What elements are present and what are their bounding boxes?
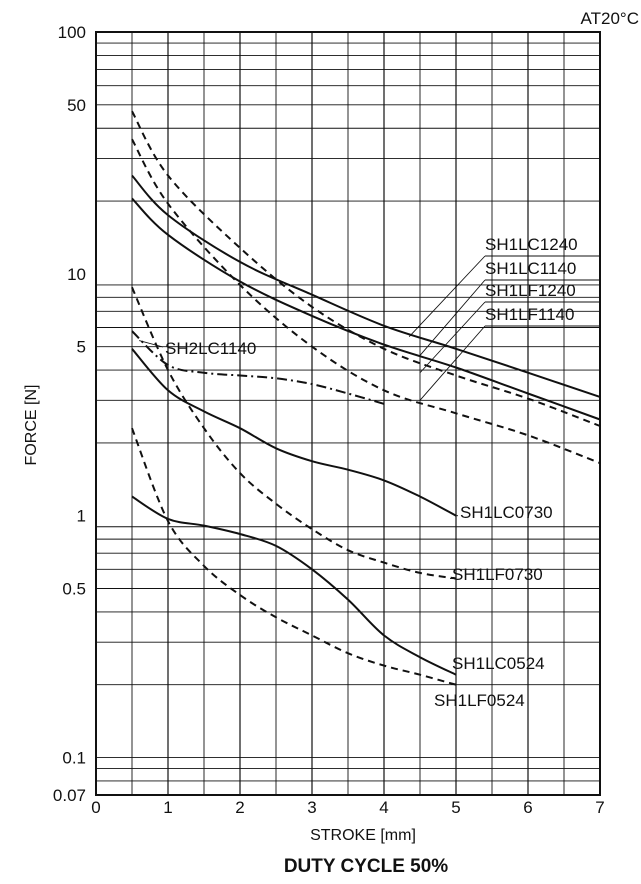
y-axis-title: FORCE [N]: [23, 385, 40, 466]
leader-line-sh1lc1240: [408, 255, 486, 337]
x-tick-label: 1: [163, 798, 172, 817]
leader-line-sh2lc1140: [139, 340, 164, 348]
series-label-sh1lc1140: SH1LC1140: [485, 259, 576, 278]
series-line-sh1lc0730: [131, 348, 457, 517]
tick-labels: 0 1 2 3 4 5 6 7 100 50 10 5 1 0.5 0.1 0.07: [53, 23, 605, 817]
series-line-sh1lc1240: [131, 174, 601, 398]
grid-lines: [96, 32, 600, 795]
y-tick-label: 0.07: [53, 786, 86, 805]
series-line-sh1lf1240: [131, 110, 601, 427]
y-tick-label: 0.5: [62, 579, 86, 598]
series-lines: [131, 110, 601, 686]
x-tick-label: 2: [235, 798, 244, 817]
label-leader-lines: [139, 255, 600, 579]
series-label-sh1lc0730: SH1LC0730: [460, 503, 553, 522]
series-label-sh1lf0524: SH1LF0524: [434, 691, 525, 710]
leader-line-sh1lf1240: [419, 301, 486, 374]
series-labels: SH1LC1240 SH1LC1140 SH1LF1240 SH1LF1140 SH2L…: [165, 235, 578, 710]
y-tick-label: 1: [77, 507, 86, 526]
series-line-sh2lc1140: [131, 330, 385, 405]
y-tick-label: 10: [67, 265, 86, 284]
x-tick-label: 0: [91, 798, 100, 817]
series-label-sh1lf1240: SH1LF1240: [485, 281, 576, 300]
y-tick-label: 0.1: [62, 749, 86, 768]
series-line-sh1lc0524: [131, 495, 457, 676]
x-tick-label: 3: [307, 798, 316, 817]
x-axis-title: STROKE [mm]: [310, 827, 416, 844]
series-label-sh1lf0730: SH1LF0730: [452, 565, 543, 584]
x-tick-label: 5: [451, 798, 460, 817]
leader-line-sh1lf1140: [419, 325, 486, 401]
series-line-sh1lf1140: [131, 138, 601, 465]
series-label-sh1lf1140: SH1LF1140: [485, 305, 574, 324]
y-tick-label: 100: [58, 23, 86, 42]
leader-line-sh1lc1140: [419, 279, 486, 356]
y-tick-label: 50: [67, 96, 86, 115]
plot-frame: [95, 31, 601, 796]
series-label-sh2lc1140: SH2LC1140: [165, 339, 256, 358]
x-tick-label: 7: [595, 798, 604, 817]
y-tick-label: 5: [77, 338, 86, 357]
series-line-sh1lf0730: [131, 286, 457, 580]
chart-title: DUTY CYCLE 50%: [284, 856, 448, 877]
condition-note: AT20°C: [581, 9, 639, 28]
x-tick-label: 6: [523, 798, 532, 817]
series-label-sh1lc0524: SH1LC0524: [452, 654, 545, 673]
series-label-sh1lc1240: SH1LC1240: [485, 235, 578, 254]
x-tick-label: 4: [379, 798, 388, 817]
